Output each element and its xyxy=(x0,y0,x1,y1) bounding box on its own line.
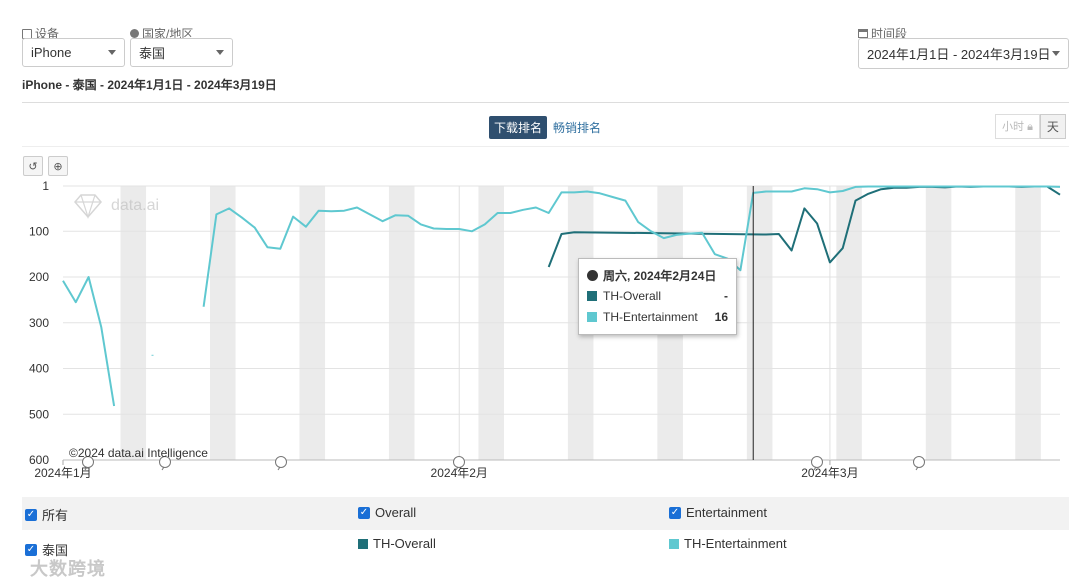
page-subtitle: iPhone - 泰国 - 2024年1月1日 - 2024年3月19日 xyxy=(22,78,277,92)
checkbox-checked-icon: ✓ xyxy=(669,506,681,519)
checkbox-checked-icon: ✓ xyxy=(25,508,37,521)
device-select[interactable]: iPhone xyxy=(22,38,125,67)
legend-entertainment-label: Entertainment xyxy=(686,505,767,520)
legend-series-name: TH-Overall xyxy=(373,536,436,551)
y-tick-label: 500 xyxy=(29,407,49,421)
tooltip-series-name: TH-Entertainment xyxy=(603,309,698,324)
series-lines xyxy=(62,185,1061,407)
calendar-icon xyxy=(858,29,868,38)
divider xyxy=(22,102,1069,103)
tab-download-rank[interactable]: 下载排名 xyxy=(489,116,548,139)
diamond-logo-icon xyxy=(74,194,102,219)
globe-icon xyxy=(130,29,139,38)
event-markers xyxy=(82,456,925,471)
y-tick-label: 200 xyxy=(29,270,49,284)
tooltip-row-entertainment: TH-Entertainment 16 xyxy=(587,306,728,327)
legend-all-checkbox[interactable]: ✓ 所有 xyxy=(25,505,68,524)
device-label-text: 设备 xyxy=(35,27,60,41)
watermark-text: 大数跨境 xyxy=(30,559,106,579)
y-tick-label: 100 xyxy=(29,224,49,238)
divider xyxy=(22,146,1069,147)
device-select-value: iPhone xyxy=(31,45,72,60)
logo-text: data.ai xyxy=(111,197,160,214)
series-swatch xyxy=(669,538,679,549)
y-tick-label: 1 xyxy=(42,179,49,193)
rank-tabs: 下载排名 畅销排名 xyxy=(489,116,603,139)
y-axis-ticks: 1 100 200 300 400 500 600 xyxy=(29,179,49,467)
x-tick-label: 2024年2月 xyxy=(431,466,488,480)
tooltip-series-value: 16 xyxy=(714,309,728,324)
granularity-toggle: 小时 🔒︎ 天 xyxy=(995,114,1066,139)
legend-item-th-overall[interactable]: TH-Overall xyxy=(358,536,436,551)
series-line-th-entertainment xyxy=(62,276,116,407)
tooltip-date: 周六, 2024年2月24日 xyxy=(603,268,717,283)
legend-country-label: 泰国 xyxy=(42,543,69,558)
event-marker-icon[interactable] xyxy=(275,456,287,471)
series-swatch xyxy=(587,311,597,322)
legend-entertainment-checkbox[interactable]: ✓ Entertainment xyxy=(669,505,767,520)
tooltip-series-value: - xyxy=(724,288,728,303)
granularity-day-button[interactable]: 天 xyxy=(1039,114,1066,139)
chart-tooltip: 周六, 2024年2月24日 TH-Overall - TH-Entertain… xyxy=(578,258,737,335)
event-marker-icon[interactable] xyxy=(159,456,171,471)
series-line-th-entertainment xyxy=(202,185,1061,307)
tab-grossing-rank[interactable]: 畅销排名 xyxy=(553,121,602,135)
tooltip-series-name: TH-Overall xyxy=(603,288,662,303)
legend-overall-checkbox[interactable]: ✓ Overall xyxy=(358,505,416,520)
y-tick-label: 600 xyxy=(29,453,49,467)
x-tick-label: 2024年1月 xyxy=(34,466,91,480)
legend-header xyxy=(22,497,1069,530)
legend-series-name: TH-Entertainment xyxy=(684,536,787,551)
y-tick-label: 300 xyxy=(29,316,49,330)
x-axis-ticks: 2024年1月 2024年2月 2024年3月 xyxy=(34,460,859,480)
copyright-text: ©2024 data.ai Intelligence xyxy=(69,446,208,460)
country-select-value: 泰国 xyxy=(139,46,166,61)
globe-icon xyxy=(587,269,598,281)
undo-icon: ↺ xyxy=(28,160,38,173)
granularity-hour-label: 小时 xyxy=(1002,121,1024,133)
zoom-icon: ⊕ xyxy=(53,160,63,173)
period-select[interactable]: 2024年1月1日 - 2024年3月19日 xyxy=(858,38,1069,69)
series-swatch xyxy=(358,538,368,549)
country-select[interactable]: 泰国 xyxy=(130,38,233,67)
granularity-hour-button[interactable]: 小时 🔒︎ xyxy=(995,114,1040,139)
legend-all-label: 所有 xyxy=(42,508,69,523)
event-marker-icon[interactable] xyxy=(913,456,925,471)
zoom-button[interactable]: ⊕ xyxy=(48,156,68,176)
series-swatch xyxy=(587,290,597,301)
country-label-text: 国家/地区 xyxy=(142,27,194,41)
reset-zoom-button[interactable]: ↺ xyxy=(23,156,43,176)
legend-item-th-entertainment[interactable]: TH-Entertainment xyxy=(669,536,787,551)
chevron-down-icon xyxy=(108,50,116,55)
data-ai-logo: data.ai xyxy=(71,193,159,219)
country-filter-label: 国家/地区 xyxy=(130,25,193,42)
period-filter-label: 时间段 xyxy=(858,25,907,42)
event-marker-icon[interactable] xyxy=(82,456,94,471)
x-tick-label: 2024年3月 xyxy=(801,466,858,480)
rank-chart[interactable]: 1 100 200 300 400 500 600 2024年1月 2024年2月 2024年3… xyxy=(0,0,1080,490)
chevron-down-icon xyxy=(1052,51,1060,56)
lock-icon: 🔒︎ xyxy=(1027,121,1033,133)
period-select-value: 2024年1月1日 - 2024年3月19日 xyxy=(867,47,1051,62)
tooltip-header: 周六, 2024年2月24日 xyxy=(587,265,728,285)
gridlines xyxy=(63,185,1060,461)
legend-overall-label: Overall xyxy=(375,505,417,520)
chevron-down-icon xyxy=(216,50,224,55)
period-label-text: 时间段 xyxy=(871,27,908,41)
checkbox-checked-icon: ✓ xyxy=(358,506,370,519)
tooltip-row-overall: TH-Overall - xyxy=(587,285,728,306)
series-line-th-overall xyxy=(547,185,1061,268)
event-marker-icon[interactable] xyxy=(811,456,823,471)
checkbox-checked-icon: ✓ xyxy=(25,543,37,556)
event-marker-icon[interactable] xyxy=(453,456,465,471)
legend-country-checkbox[interactable]: ✓ 泰国 xyxy=(25,540,68,559)
y-tick-label: 400 xyxy=(29,362,49,376)
